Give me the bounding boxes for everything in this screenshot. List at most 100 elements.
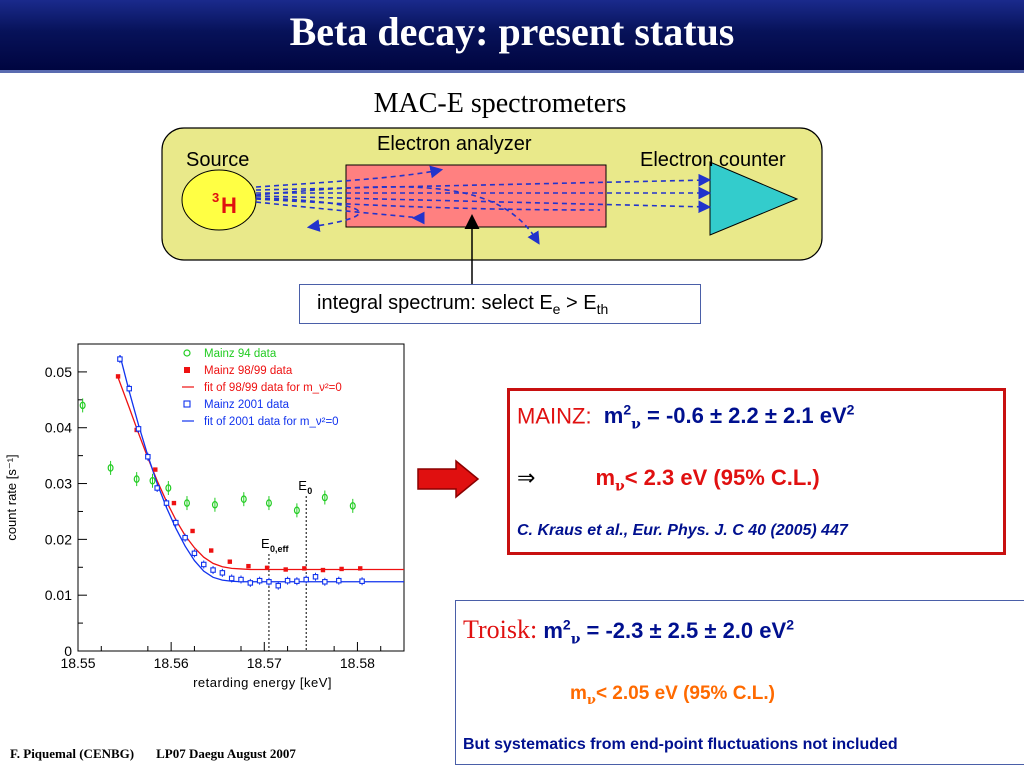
y-axis-label: count rate [s⁻¹] [4, 454, 19, 540]
isotope-symbol: H [221, 193, 237, 218]
troisk-m: m [543, 618, 563, 643]
data-point-mainz94 [349, 502, 356, 510]
troisk-limit-m: m [570, 683, 587, 704]
endpoint-marker-sub: 0,eff [270, 544, 290, 554]
legend-label: fit of 98/99 data for m_ν²=0 [204, 382, 342, 394]
mainz-nu: ν [631, 416, 641, 433]
footer-event: LP07 Daegu August 2007 [156, 746, 296, 761]
mainz-m: m [603, 403, 624, 429]
data-point-mainz94 [79, 401, 86, 410]
data-point-mainz2001 [336, 577, 342, 584]
mainz-limit-nu: ν [615, 478, 625, 495]
troisk-value: = -2.3 ± 2.5 ± 2.0 eV [580, 618, 787, 643]
data-point-mainz2001 [247, 580, 254, 586]
troisk-limit-nu: ν [586, 692, 596, 708]
data-point-mainz2001 [322, 579, 328, 585]
analyzer-label: Electron analyzer [377, 133, 532, 155]
title-divider [0, 70, 1024, 73]
y-tick-label: 0.01 [45, 587, 72, 603]
data-point-mainz2001 [163, 500, 170, 506]
data-point-mainz98 [153, 467, 158, 472]
implies-arrow-icon [417, 459, 480, 499]
data-point-mainz94 [165, 484, 172, 492]
legend-label: Mainz 94 data [204, 348, 277, 360]
data-point-mainz94 [240, 495, 247, 503]
y-tick-label: 0.04 [45, 420, 72, 436]
endpoint-marker-sub: 0 [307, 486, 312, 496]
data-point-mainz94 [149, 476, 156, 485]
fit-line [119, 355, 404, 583]
data-point-mainz2001 [228, 575, 235, 582]
integral-text-main: integral spectrum: select E [317, 292, 553, 314]
data-point-mainz98 [283, 567, 288, 572]
legend-label: Mainz 2001 data [204, 399, 290, 411]
data-point-mainz2001 [294, 578, 300, 584]
legend-marker [183, 349, 191, 357]
mainz-limit-text: < 2.3 eV (95% C.L.) [624, 465, 820, 490]
troisk-m-sup: 2 [562, 616, 571, 633]
data-point-mainz2001 [210, 567, 216, 573]
mainz-mass-expression: m2ν = -0.6 ± 2.2 ± 2.1 eV2 [603, 402, 855, 433]
data-point-mainz2001 [219, 570, 226, 576]
mainz-spectrum-chart: 0 0.01 0.02 0.03 0.04 0.05 18.55 18.56 18.57 18.5… [4, 343, 405, 690]
mainz-value: = -0.6 ± 2.2 ± 2.1 eV [640, 403, 847, 429]
isotope-mass-number: 3 [212, 190, 219, 205]
integral-text-gt: > E [560, 292, 597, 314]
data-point-mainz98 [320, 567, 326, 573]
data-point-mainz94 [321, 493, 328, 502]
data-point-mainz94 [183, 499, 190, 507]
data-point-mainz98 [246, 563, 251, 569]
data-point-mainz2001 [173, 519, 179, 526]
data-point-mainz98 [208, 548, 214, 553]
mainz-reference: C. Kraus et al., Eur. Phys. J. C 40 (200… [517, 522, 848, 539]
slide-title: Beta decay: present status [289, 9, 735, 54]
data-point-mainz98 [115, 374, 121, 379]
x-tick-label: 18.57 [247, 655, 282, 671]
trajectory [255, 197, 361, 232]
troisk-mass-line: Troisk: m2ν = -2.3 ± 2.5 ± 2.0 eV2 [463, 615, 794, 647]
troisk-limit-text: < 2.05 eV (95% C.L.) [595, 683, 775, 704]
integral-sub-e: e [552, 301, 561, 317]
data-point-mainz2001 [359, 578, 365, 584]
data-point-mainz2001 [135, 426, 142, 432]
title-bar [0, 0, 1024, 70]
trajectory [255, 185, 540, 245]
data-point-mainz2001 [145, 454, 151, 460]
data-point-mainz2001 [303, 576, 309, 583]
integral-sub-th: th [596, 301, 609, 317]
mainz-m-sup: 2 [623, 402, 632, 418]
legend-marker [184, 367, 190, 373]
trajectory [255, 195, 712, 214]
data-point-mainz2001 [284, 577, 291, 584]
counter-label: Electron counter [640, 149, 786, 171]
data-point-mainz2001 [154, 485, 160, 491]
data-point-mainz94 [211, 500, 218, 509]
data-point-mainz94 [107, 464, 114, 472]
data-point-mainz98 [264, 565, 270, 571]
x-tick-label: 18.56 [154, 655, 189, 671]
data-point-mainz94 [293, 506, 300, 515]
data-point-mainz98 [227, 559, 233, 564]
legend-label: fit of 2001 data for m_ν²=0 [204, 416, 339, 428]
data-point-mainz2001 [117, 356, 123, 362]
troisk-mass-expression: m2ν = -2.3 ± 2.5 ± 2.0 eV2 [543, 616, 794, 648]
troisk-note: But systematics from end-point fluctuati… [463, 736, 898, 753]
data-point-mainz2001 [266, 579, 272, 585]
troisk-nu: ν [570, 631, 581, 648]
troisk-label: Troisk: [463, 615, 538, 644]
trajectory [255, 198, 601, 211]
integral-spectrum-box [299, 284, 701, 324]
legend-marker [183, 400, 191, 408]
data-point-mainz94 [265, 499, 272, 507]
footer: F. Piquemal (CENBG) LP07 Daegu August 200… [10, 746, 296, 762]
data-point-mainz94 [133, 475, 140, 483]
fit-line [117, 377, 404, 571]
mainz-value-sup: 2 [846, 402, 855, 418]
legend-label: Mainz 98/99 data [204, 365, 293, 377]
data-point-mainz98 [302, 566, 307, 571]
data-point-mainz2001 [312, 574, 319, 580]
electron-trajectories [255, 165, 712, 245]
data-point-mainz2001 [275, 582, 282, 589]
data-point-mainz2001 [126, 385, 132, 392]
x-tick-label: 18.55 [60, 655, 95, 671]
